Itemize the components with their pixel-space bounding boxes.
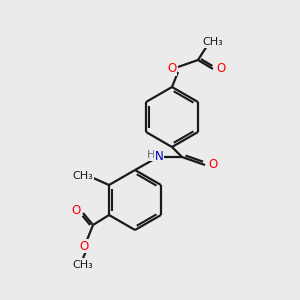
Text: CH₃: CH₃ [73,171,93,181]
Text: O: O [80,239,88,253]
Text: H: H [147,150,155,160]
Text: O: O [216,62,226,76]
Text: CH₃: CH₃ [73,260,93,270]
Text: O: O [167,62,177,76]
Text: O: O [71,203,81,217]
Text: CH₃: CH₃ [202,37,224,47]
Text: N: N [154,149,164,163]
Text: O: O [208,158,217,172]
